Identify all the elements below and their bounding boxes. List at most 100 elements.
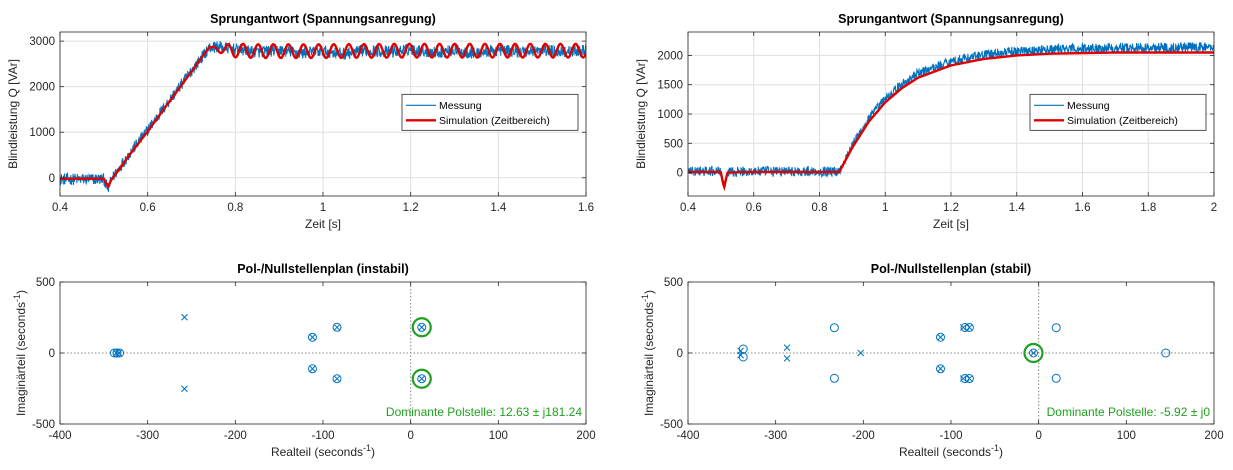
plot-content bbox=[60, 282, 586, 424]
y-tick-label: 2000 bbox=[29, 82, 55, 94]
y-tick-label: 2000 bbox=[657, 50, 683, 62]
pole-marker bbox=[737, 351, 744, 359]
pole-marker bbox=[112, 349, 120, 357]
x-axis-label-exponent: -1 bbox=[363, 443, 371, 453]
zero-marker bbox=[332, 374, 342, 384]
zero-marker bbox=[332, 322, 342, 332]
pole-marker bbox=[333, 323, 341, 331]
legend-box bbox=[1029, 93, 1207, 131]
pole-marker bbox=[937, 365, 944, 373]
legend-label: Simulation (Zeitbereich) bbox=[1067, 115, 1178, 127]
x-axis-label-paren: ) bbox=[371, 445, 375, 459]
plot-content bbox=[60, 41, 586, 193]
x-axis-label-text: Realteil (seconds bbox=[271, 445, 363, 459]
pole-marker bbox=[966, 324, 973, 331]
zero-marker bbox=[1051, 373, 1061, 383]
x-tick-label: 1.8 bbox=[1140, 202, 1156, 214]
x-tick-label: 1.4 bbox=[490, 202, 507, 214]
chart-step_stable: Messung Simulation (Zeitbereich) 0.4 0.6 0.8… bbox=[634, 12, 1217, 231]
x-tick-label: 0.6 bbox=[746, 202, 762, 214]
annotation-real: 12.63 bbox=[499, 405, 529, 419]
chart-pz_unstable: Dominante Polstelle: 12.63 ± j181.24 -400… bbox=[12, 262, 596, 459]
pole-marker bbox=[181, 313, 188, 321]
legend: Messung Simulation (Zeitbereich) bbox=[1029, 93, 1207, 131]
x-tick-label: 0.8 bbox=[227, 202, 243, 214]
zero-marker bbox=[964, 374, 974, 384]
dominant-pole-highlight bbox=[411, 368, 432, 389]
dominant-pole-highlight bbox=[411, 317, 432, 338]
y-tick-label: 0 bbox=[677, 168, 683, 180]
y-tick-label: 3000 bbox=[29, 36, 55, 48]
y-tick-label: 1000 bbox=[29, 127, 55, 139]
x-tick-label: -400 bbox=[48, 430, 71, 442]
y-tick-label: 500 bbox=[36, 277, 55, 289]
pole-marker bbox=[115, 349, 123, 357]
x-tick-label: 1.2 bbox=[403, 202, 419, 214]
y-axis-label: Imaginärteil (seconds-1) bbox=[12, 290, 28, 416]
x-tick-label: 1.2 bbox=[943, 202, 959, 214]
x-axis-label: Realteil (seconds-1) bbox=[899, 443, 1003, 459]
y-tick-label: 1500 bbox=[657, 80, 683, 92]
y-tick-label: 500 bbox=[664, 138, 683, 150]
y-axis-label-text: Blindleistung Q [VAr] bbox=[6, 59, 20, 169]
annotation-sign: ± bbox=[1191, 405, 1198, 419]
zero-marker bbox=[829, 373, 839, 383]
zero-marker bbox=[1028, 348, 1038, 358]
x-tick-label: 0.4 bbox=[52, 202, 69, 214]
x-axis-label: Realteil (seconds-1) bbox=[271, 443, 375, 459]
y-axis-label: Blindleistung Q [VAr] bbox=[6, 59, 20, 169]
x-tick-label: 100 bbox=[489, 430, 508, 442]
dominant-pole-annotation: Dominante Polstelle: 12.63 ± j181.24 bbox=[386, 405, 582, 419]
legend-label: Messung bbox=[1067, 100, 1110, 112]
pole-marker bbox=[309, 333, 316, 341]
annotation-prefix: Dominante Polstelle: bbox=[1047, 405, 1160, 419]
x-tick-label: -400 bbox=[676, 430, 699, 442]
annotation-imag: j181.24 bbox=[542, 405, 583, 419]
legend-label: Messung bbox=[439, 100, 482, 112]
x-axis-label-paren: ) bbox=[999, 445, 1003, 459]
zero-marker bbox=[935, 332, 945, 342]
chart-title: Sprungantwort (Spannungsanregung) bbox=[210, 12, 436, 26]
zero-marker bbox=[1051, 323, 1061, 333]
pole-marker bbox=[783, 344, 791, 351]
y-axis-label: Imaginärteil (seconds-1) bbox=[640, 290, 656, 416]
pole-marker bbox=[418, 323, 426, 331]
x-tick-label: 1.4 bbox=[1009, 202, 1026, 214]
plot-content bbox=[688, 41, 1214, 192]
pole-marker bbox=[959, 375, 967, 382]
zero-marker bbox=[417, 374, 427, 384]
pole-marker bbox=[857, 349, 865, 357]
zero-marker bbox=[1161, 348, 1171, 358]
x-axis-label-text: Zeit [s] bbox=[305, 217, 341, 231]
x-tick-label: 200 bbox=[1204, 430, 1223, 442]
zero-marker bbox=[417, 322, 427, 332]
x-tick-label: 0 bbox=[1035, 430, 1041, 442]
pole-marker bbox=[959, 324, 967, 331]
zero-marker bbox=[307, 332, 317, 342]
x-tick-label: 1 bbox=[320, 202, 326, 214]
y-axis-label: Blindleistung Q [VAr] bbox=[634, 59, 648, 169]
pole-marker bbox=[937, 333, 944, 341]
legend-label: Simulation (Zeitbereich) bbox=[439, 115, 550, 127]
x-tick-label: 2 bbox=[1211, 202, 1217, 214]
plot-content bbox=[688, 282, 1214, 424]
x-tick-label: 1 bbox=[882, 202, 888, 214]
zero-marker bbox=[829, 323, 839, 333]
pole-marker bbox=[181, 385, 188, 393]
chart-title: Sprungantwort (Spannungsanregung) bbox=[838, 12, 1064, 26]
x-tick-label: 0.8 bbox=[812, 202, 828, 214]
chart-title: Pol-/Nullstellenplan (stabil) bbox=[871, 262, 1031, 276]
y-axis-label-text: Imaginärteil (seconds bbox=[14, 302, 28, 416]
legend-box bbox=[401, 93, 579, 131]
x-axis-label-text: Realteil (seconds bbox=[899, 445, 991, 459]
zero-marker bbox=[964, 322, 974, 332]
zero-marker bbox=[935, 364, 945, 374]
x-tick-label: 0.4 bbox=[680, 202, 697, 214]
y-axis-label-paren: ) bbox=[642, 290, 656, 294]
x-axis-label: Zeit [s] bbox=[305, 217, 341, 231]
x-axis-label: Zeit [s] bbox=[933, 217, 969, 231]
pole-marker bbox=[333, 375, 341, 383]
y-tick-label: 0 bbox=[49, 348, 55, 360]
annotation-imag: j0 bbox=[1200, 405, 1211, 419]
